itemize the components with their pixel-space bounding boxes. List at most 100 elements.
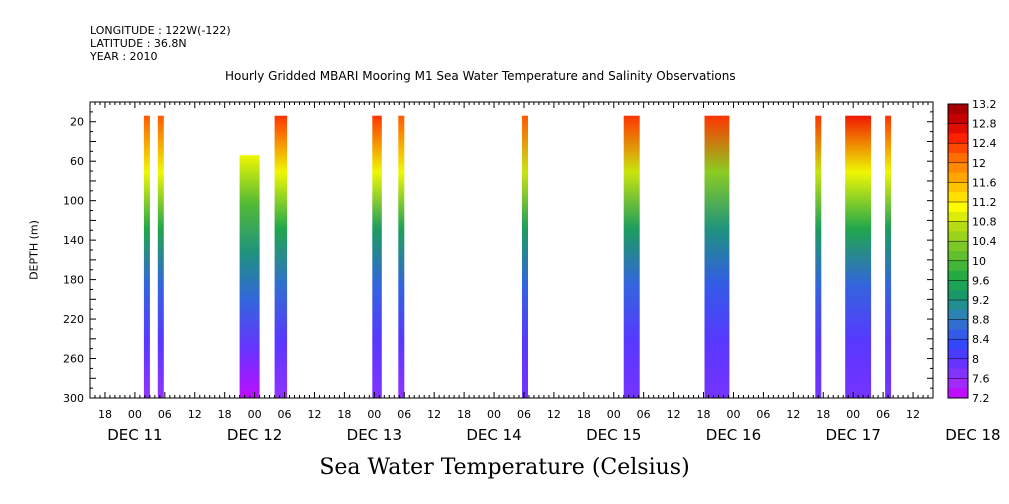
colorbar-swatch xyxy=(948,388,968,399)
y-tick-label: 140 xyxy=(63,234,84,247)
x-tick-label: 06 xyxy=(876,408,890,421)
profile-bar xyxy=(704,115,730,398)
x-tick-label: 12 xyxy=(188,408,202,421)
colorbar-swatch xyxy=(948,104,968,115)
colorbar-swatch xyxy=(948,378,968,389)
colorbar-swatch xyxy=(948,319,968,330)
x-tick-label: 18 xyxy=(457,408,471,421)
colorbar-swatch xyxy=(948,211,968,222)
chart-caption: Sea Water Temperature (Celsius) xyxy=(319,455,690,480)
colorbar-label: 9.2 xyxy=(972,294,990,307)
colorbar-swatch xyxy=(948,221,968,232)
profile-bar xyxy=(815,115,822,398)
x-tick-label: 18 xyxy=(816,408,830,421)
colorbar-label: 11.2 xyxy=(972,196,997,209)
x-tick-label: 06 xyxy=(756,408,770,421)
date-label: DEC 12 xyxy=(227,426,282,444)
colorbar-label: 13.2 xyxy=(972,98,997,111)
colorbar-label: 12.4 xyxy=(972,137,997,150)
y-tick-label: 20 xyxy=(70,116,84,129)
colorbar-swatch xyxy=(948,172,968,183)
colorbar-swatch xyxy=(948,133,968,144)
y-tick-label: 100 xyxy=(63,195,84,208)
colorbar-label: 10.8 xyxy=(972,216,997,229)
colorbar-swatch xyxy=(948,339,968,350)
colorbar-swatch xyxy=(948,192,968,203)
colorbar-swatch xyxy=(948,329,968,340)
y-tick-label: 260 xyxy=(63,353,84,366)
x-tick-label: 12 xyxy=(307,408,321,421)
y-tick-label: 60 xyxy=(70,155,84,168)
x-tick-label: 12 xyxy=(906,408,920,421)
latitude-label: LATITUDE : 36.8N xyxy=(90,37,187,50)
date-label: DEC 17 xyxy=(826,426,881,444)
x-tick-label: 06 xyxy=(158,408,172,421)
profile-bar xyxy=(885,115,892,398)
colorbar-label: 9.6 xyxy=(972,274,990,287)
year-label: YEAR : 2010 xyxy=(90,50,158,63)
x-tick-label: 18 xyxy=(697,408,711,421)
colorbar-label: 8.8 xyxy=(972,314,990,327)
colorbar-swatch xyxy=(948,162,968,173)
colorbar-swatch xyxy=(948,368,968,379)
x-tick-label: 18 xyxy=(218,408,232,421)
colorbar-swatch xyxy=(948,143,968,154)
colorbar-swatch xyxy=(948,290,968,301)
colorbar-label: 8 xyxy=(972,353,979,366)
profile-bar xyxy=(239,155,260,398)
colorbar-label: 10.4 xyxy=(972,235,997,248)
x-tick-label: 00 xyxy=(367,408,381,421)
x-tick-label: 18 xyxy=(577,408,591,421)
profile-bar xyxy=(623,115,640,398)
colorbar-label: 10 xyxy=(972,255,986,268)
plot-frame xyxy=(89,101,934,399)
date-label: DEC 16 xyxy=(706,426,761,444)
x-tick-label: 06 xyxy=(637,408,651,421)
x-tick-label: 18 xyxy=(337,408,351,421)
date-label: DEC 13 xyxy=(347,426,402,444)
colorbar-swatch xyxy=(948,251,968,262)
colorbar-label: 7.2 xyxy=(972,392,990,405)
colorbar-label: 12.8 xyxy=(972,118,997,131)
colorbar-swatch xyxy=(948,358,968,369)
axes-layer: 18 00 06 12 18 00 06 12 18 00 06 12 18 00 06 12 18 00 06 12… xyxy=(63,101,1001,444)
colorbar-swatch xyxy=(948,153,968,164)
colorbar-swatch xyxy=(948,270,968,281)
colorbar-swatch xyxy=(948,309,968,320)
profile-bar xyxy=(143,115,150,398)
colorbar-swatch xyxy=(948,123,968,134)
x-tick-label: 00 xyxy=(846,408,860,421)
x-tick-label: 06 xyxy=(397,408,411,421)
colorbar-label: 7.6 xyxy=(972,372,990,385)
y-tick-label: 180 xyxy=(63,274,84,287)
x-tick-label: 00 xyxy=(726,408,740,421)
colorbar-swatch xyxy=(948,202,968,213)
x-tick-label: 12 xyxy=(547,408,561,421)
colorbar-swatch xyxy=(948,182,968,193)
colorbar-swatch xyxy=(948,300,968,311)
longitude-label: LONGITUDE : 122W(-122) xyxy=(90,24,231,37)
colorbar: 13.2 12.8 12.4 12 11.6 11.2 10.8 10.4 10 9.6 9.2 8.… xyxy=(947,98,997,405)
y-tick-label: 220 xyxy=(63,313,84,326)
x-tick-label: 00 xyxy=(487,408,501,421)
profile-bar xyxy=(274,115,288,398)
x-tick-label: 06 xyxy=(517,408,531,421)
y-tick-label: 300 xyxy=(63,392,84,405)
profile-bar xyxy=(372,115,382,398)
x-tick-label: 12 xyxy=(667,408,681,421)
profile-bar xyxy=(522,115,528,398)
colorbar-label: 12 xyxy=(972,157,986,170)
x-tick-label: 12 xyxy=(786,408,800,421)
colorbar-swatch xyxy=(948,349,968,360)
colorbar-swatch xyxy=(948,231,968,242)
chart-title: Hourly Gridded MBARI Mooring M1 Sea Wate… xyxy=(225,69,736,83)
colorbar-swatch xyxy=(948,241,968,252)
x-tick-label: 00 xyxy=(248,408,262,421)
x-tick-label: 18 xyxy=(98,408,112,421)
profile-bar xyxy=(398,115,405,398)
date-label: DEC 18 xyxy=(945,426,1000,444)
x-tick-label: 12 xyxy=(427,408,441,421)
date-label: DEC 15 xyxy=(586,426,641,444)
date-label: DEC 11 xyxy=(107,426,162,444)
